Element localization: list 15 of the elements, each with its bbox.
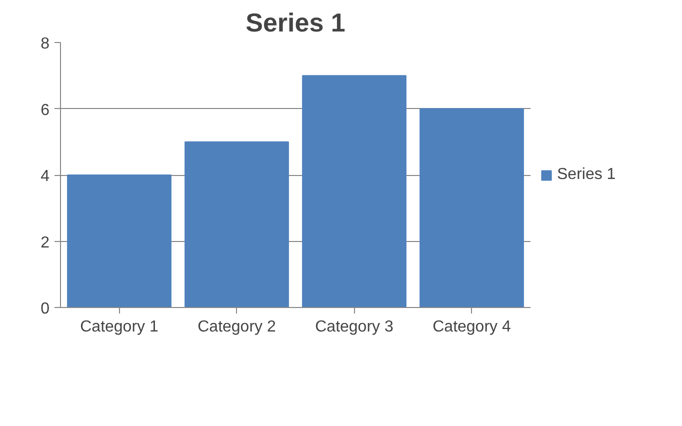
bar	[184, 141, 289, 308]
x-tick-label: Category 3	[315, 318, 394, 336]
bar	[420, 108, 524, 308]
x-tick-label: Category 1	[80, 318, 158, 336]
x-tick-label: Category 4	[432, 318, 511, 336]
chart-title: Series 1	[246, 8, 346, 38]
y-tick-label: 4	[40, 168, 50, 185]
bar	[302, 75, 406, 308]
bar	[67, 174, 172, 308]
legend-label: Series 1	[557, 166, 616, 184]
y-tick-label: 8	[40, 36, 50, 52]
y-tick-label: 0	[40, 300, 50, 318]
y-tick-label: 2	[40, 234, 50, 252]
x-tick-label: Category 2	[198, 318, 276, 336]
y-tick-label: 6	[40, 102, 50, 119]
